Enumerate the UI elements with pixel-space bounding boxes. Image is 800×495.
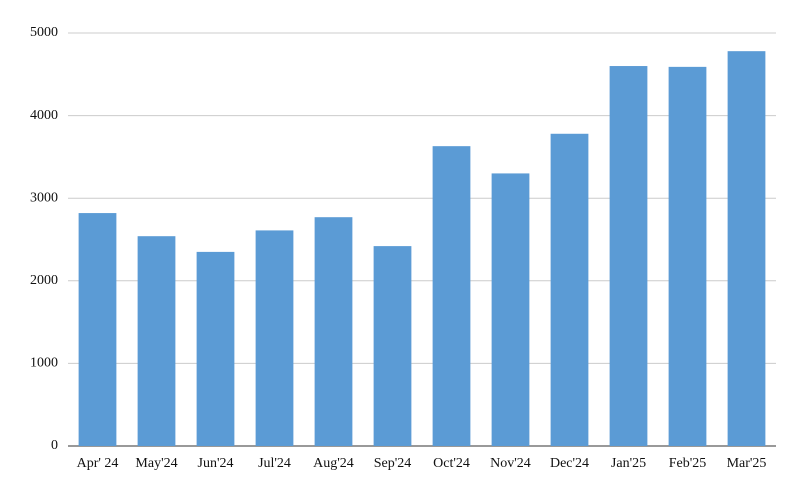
x-tick-label: Sep'24	[374, 456, 412, 471]
bar	[668, 66, 707, 446]
x-tick-label: Apr' 24	[77, 456, 119, 471]
y-tick-label: 4000	[30, 108, 58, 123]
y-tick-label: 1000	[30, 356, 58, 371]
bar	[491, 173, 530, 447]
x-tick-label: Dec'24	[550, 456, 589, 471]
x-tick-label: May'24	[135, 456, 177, 471]
x-tick-label: Mar'25	[727, 456, 767, 471]
x-tick-label: Jan'25	[611, 456, 646, 471]
y-tick-label: 2000	[30, 273, 58, 288]
bar	[550, 133, 589, 446]
x-tick-label: Jun'24	[198, 456, 234, 471]
bar	[196, 251, 235, 446]
bar	[255, 230, 294, 446]
y-tick-label: 0	[51, 438, 58, 453]
bar	[78, 213, 117, 446]
y-tick-label: 3000	[30, 190, 58, 205]
bar	[373, 246, 412, 446]
x-tick-label: Jul'24	[258, 456, 291, 471]
x-tick-label: Oct'24	[433, 456, 470, 471]
x-tick-label: Feb'25	[669, 456, 707, 471]
bar	[609, 66, 648, 446]
bar	[314, 217, 353, 446]
y-tick-label: 5000	[30, 25, 58, 40]
bar	[727, 51, 766, 447]
bar	[432, 146, 471, 447]
bar	[137, 236, 176, 446]
x-tick-label: Nov'24	[490, 456, 531, 471]
x-tick-label: Aug'24	[313, 456, 354, 471]
